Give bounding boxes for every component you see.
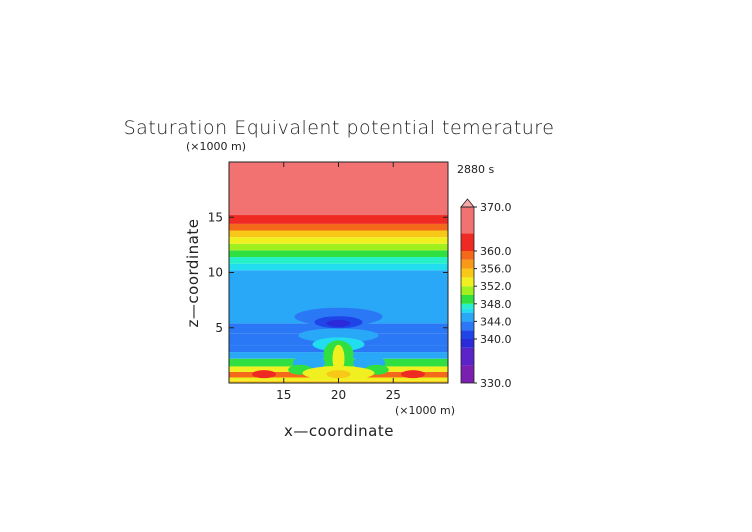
plume-shape-13 xyxy=(252,370,277,379)
colorbar-tick-label-6: 360.0 xyxy=(480,245,512,258)
colorbar-segment-6 xyxy=(461,308,474,313)
colorbar-segment-10 xyxy=(461,277,474,287)
x-tick-label-2: 25 xyxy=(386,388,401,402)
colorbar-segment-5 xyxy=(461,312,474,322)
plume-shape-2 xyxy=(326,319,351,327)
colorbar-tick-label-5: 356.0 xyxy=(480,263,512,276)
y-tick-label-2: 15 xyxy=(208,210,223,224)
colorbar-segment-8 xyxy=(461,295,474,304)
colorbar-tick-label-3: 348.0 xyxy=(480,298,512,311)
colorbar-segment-13 xyxy=(461,251,474,260)
plume-shape-14 xyxy=(400,370,425,379)
colorbar-segment-14 xyxy=(461,233,474,251)
plot-features xyxy=(252,307,425,381)
colorbar-segment-12 xyxy=(461,259,474,269)
plume-shape-12 xyxy=(326,370,351,379)
layer-11 xyxy=(229,257,448,264)
layer-16 xyxy=(229,223,448,231)
layer-15 xyxy=(229,230,448,238)
layer-10 xyxy=(229,263,448,271)
y-tick-label-0: 5 xyxy=(215,321,223,335)
chart-title: Saturation Equivalent potential temeratu… xyxy=(124,117,555,139)
layer-8 xyxy=(229,323,448,334)
plume-shape-3 xyxy=(298,328,379,343)
colorbar-tick-label-1: 340.0 xyxy=(480,333,512,346)
x-axis-unit: (×1000 m) xyxy=(395,404,455,417)
colorbar-tick-label-0: 330.0 xyxy=(480,377,512,390)
plume-shape-6 xyxy=(332,344,345,373)
layer-18 xyxy=(229,162,448,216)
colorbar-segment-7 xyxy=(461,303,474,309)
layer-13 xyxy=(229,243,448,251)
colorbar-segment-9 xyxy=(461,286,474,295)
colorbar-segment-15 xyxy=(461,207,474,234)
colorbar-tick-label-4: 352.0 xyxy=(480,280,512,293)
x-tick-label-1: 20 xyxy=(331,388,346,402)
colorbar-tick-label-7: 370.0 xyxy=(480,201,512,214)
y-axis-unit: (×1000 m) xyxy=(186,140,246,153)
colorbar-extend-arrow xyxy=(460,198,475,208)
x-tick-label-0: 15 xyxy=(276,388,291,402)
colorbar-segment-11 xyxy=(461,268,474,278)
x-axis-label: x—coordinate xyxy=(284,422,394,440)
layer-12 xyxy=(229,250,448,258)
colorbar-segment-3 xyxy=(461,330,474,339)
colorbar-segment-2 xyxy=(461,339,474,348)
colorbar-segment-1 xyxy=(461,347,474,366)
colorbar-tick-label-2: 344.0 xyxy=(480,315,512,328)
layer-14 xyxy=(229,237,448,244)
colorbar-segment-4 xyxy=(461,321,474,331)
colorbar-frame xyxy=(460,206,475,384)
y-axis-label: z—coordinate xyxy=(184,219,202,328)
time-label: 2880 s xyxy=(457,163,494,176)
y-tick-label-1: 10 xyxy=(208,266,223,280)
layer-17 xyxy=(229,215,448,224)
colorbar-segment-0 xyxy=(461,365,474,383)
colorbar: 330.0 340.0 344.0 348.0 352.0 356.0 360.0 370.0 xyxy=(460,198,512,390)
plot-axes: 15 20 25 5 10 15 xyxy=(208,161,449,402)
